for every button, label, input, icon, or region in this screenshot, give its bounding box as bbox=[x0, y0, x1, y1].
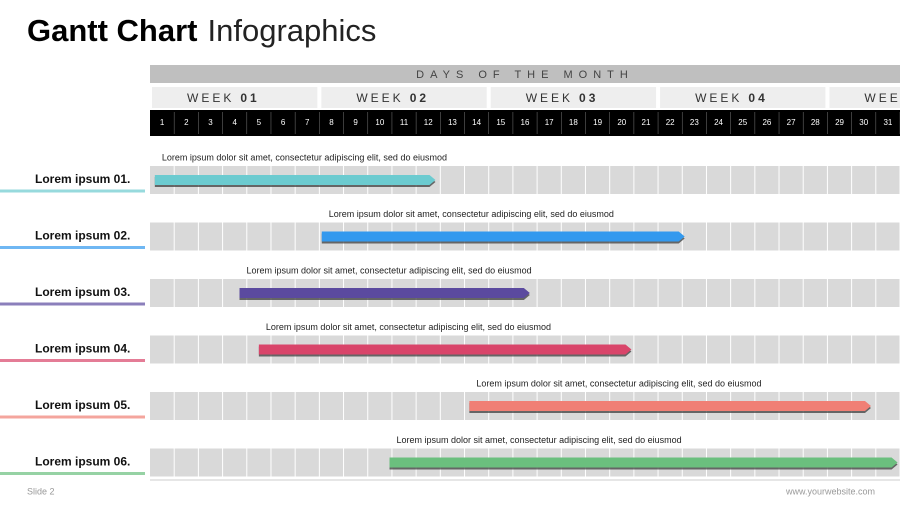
week-number: 01 bbox=[240, 91, 259, 105]
task-annotation: Lorem ipsum dolor sit amet, consectetur … bbox=[162, 152, 447, 162]
day-label: 6 bbox=[281, 118, 286, 127]
day-label: 24 bbox=[714, 118, 723, 127]
day-label: 29 bbox=[835, 118, 844, 127]
task-label: Lorem ipsum 06. bbox=[35, 455, 130, 469]
footer-left: Slide 2 bbox=[27, 486, 55, 496]
week-box bbox=[660, 87, 826, 108]
day-label: 16 bbox=[521, 118, 530, 127]
task-annotation: Lorem ipsum dolor sit amet, consectetur … bbox=[476, 378, 761, 388]
week-word: WEEK bbox=[356, 91, 403, 105]
day-row bbox=[150, 110, 900, 136]
day-label: 8 bbox=[329, 118, 334, 127]
week-number: 03 bbox=[579, 91, 598, 105]
task-annotation: Lorem ipsum dolor sit amet, consectetur … bbox=[329, 209, 614, 219]
task-label: Lorem ipsum 03. bbox=[35, 285, 130, 299]
week-number: 02 bbox=[410, 91, 429, 105]
week-word: WEEK bbox=[187, 91, 234, 105]
day-label: 2 bbox=[184, 118, 189, 127]
task-label: Lorem ipsum 02. bbox=[35, 229, 130, 243]
day-label: 12 bbox=[424, 118, 433, 127]
footer-right: www.yourwebsite.com bbox=[785, 486, 875, 496]
week-number: 04 bbox=[748, 91, 767, 105]
task-bar bbox=[321, 231, 685, 242]
header-bar bbox=[150, 65, 900, 83]
week-box bbox=[152, 87, 318, 108]
day-label: 5 bbox=[257, 118, 262, 127]
day-label: 11 bbox=[400, 118, 409, 127]
day-label: 3 bbox=[208, 118, 213, 127]
day-label: 7 bbox=[305, 118, 310, 127]
day-label: 10 bbox=[375, 118, 384, 127]
day-label: 17 bbox=[545, 118, 554, 127]
task-annotation: Lorem ipsum dolor sit amet, consectetur … bbox=[247, 265, 532, 275]
week-box bbox=[490, 87, 657, 108]
week-label: WEEK 03 bbox=[526, 91, 599, 105]
day-label: 22 bbox=[666, 118, 675, 127]
task-annotation: Lorem ipsum dolor sit amet, consectetur … bbox=[266, 322, 551, 332]
day-label: 25 bbox=[738, 118, 747, 127]
day-label: 19 bbox=[593, 118, 602, 127]
week-label: WEEK 01 bbox=[187, 91, 260, 105]
day-label: 15 bbox=[496, 118, 505, 127]
day-label: 20 bbox=[617, 118, 626, 127]
day-label: 31 bbox=[883, 118, 892, 127]
week-word: WEEK bbox=[695, 91, 742, 105]
week-box bbox=[321, 87, 487, 108]
day-label: 28 bbox=[811, 118, 820, 127]
week-label: WEEK05 bbox=[864, 91, 900, 105]
task-bar bbox=[239, 288, 530, 298]
task-label: Lorem ipsum 01. bbox=[35, 172, 130, 186]
day-label: 23 bbox=[690, 118, 699, 127]
task-bar bbox=[258, 344, 632, 355]
title-bold: Gantt Chart bbox=[27, 13, 198, 48]
day-label: 1 bbox=[160, 118, 165, 127]
header-text: DAYS OF THE MONTH bbox=[416, 69, 634, 81]
day-label: 21 bbox=[642, 118, 651, 127]
task-label: Lorem ipsum 05. bbox=[35, 398, 130, 412]
week-label: WEEK 02 bbox=[356, 91, 429, 105]
week-word: WEEK bbox=[864, 91, 900, 105]
day-label: 13 bbox=[448, 118, 457, 127]
day-label: 27 bbox=[787, 118, 796, 127]
task-bar bbox=[389, 457, 898, 468]
task-bar bbox=[154, 175, 436, 185]
task-annotation: Lorem ipsum dolor sit amet, consectetur … bbox=[397, 435, 682, 445]
title-light: Infographics bbox=[208, 13, 377, 48]
day-label: 30 bbox=[859, 118, 868, 127]
task-label: Lorem ipsum 04. bbox=[35, 342, 130, 356]
week-box bbox=[829, 87, 900, 108]
day-label: 9 bbox=[353, 118, 358, 127]
day-label: 4 bbox=[232, 118, 237, 127]
task-bar bbox=[469, 401, 871, 411]
week-label: WEEK 04 bbox=[695, 91, 768, 105]
title: Gantt Chart Infographics bbox=[27, 13, 376, 48]
week-word: WEEK bbox=[526, 91, 573, 105]
day-label: 18 bbox=[569, 118, 578, 127]
day-label: 14 bbox=[472, 118, 481, 127]
day-label: 26 bbox=[762, 118, 771, 127]
